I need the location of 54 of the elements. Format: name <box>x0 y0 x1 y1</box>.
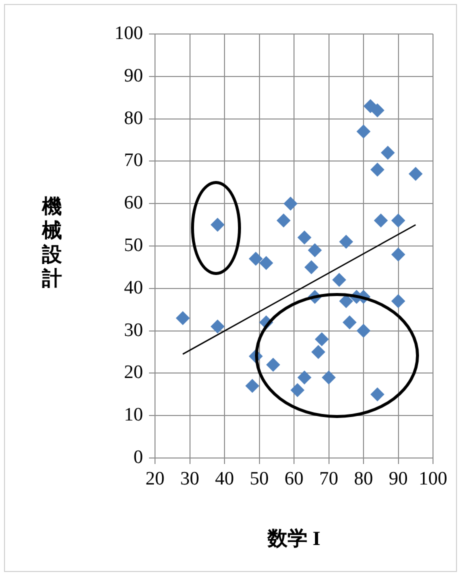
y-tick-label: 70 <box>124 150 143 172</box>
point <box>408 166 423 181</box>
point <box>370 103 384 118</box>
point <box>374 214 388 228</box>
point <box>297 370 312 384</box>
point <box>259 256 274 270</box>
point <box>370 387 384 402</box>
point <box>308 243 322 258</box>
point <box>391 294 406 308</box>
point <box>210 320 225 334</box>
point <box>332 272 346 287</box>
y-tick-label: 100 <box>114 22 143 44</box>
x-tick-label: 70 <box>319 468 338 490</box>
x-tick-label: 50 <box>250 468 269 490</box>
point <box>266 358 280 372</box>
point <box>314 332 329 346</box>
y-tick-label: 60 <box>124 192 143 214</box>
point <box>391 247 406 262</box>
point <box>391 214 406 228</box>
point <box>176 311 190 326</box>
point <box>284 196 298 211</box>
point <box>380 146 395 160</box>
x-tick-label: 100 <box>418 468 448 490</box>
point <box>339 294 354 308</box>
point <box>342 315 357 330</box>
x-axis-title: 数学 I <box>266 528 321 550</box>
point <box>304 260 318 274</box>
point <box>248 252 263 266</box>
y-tick-label: 20 <box>124 362 143 384</box>
y-tick-label: 10 <box>124 404 143 426</box>
point <box>210 218 225 232</box>
point <box>297 230 312 245</box>
x-tick-label: 20 <box>146 468 164 490</box>
point <box>370 162 384 177</box>
point <box>311 345 326 359</box>
x-tick-label: 90 <box>388 468 408 490</box>
x-tick-label: 60 <box>284 468 304 490</box>
point <box>276 214 291 228</box>
y-tick-label: 50 <box>124 234 143 256</box>
y-tick-label: 30 <box>124 320 143 341</box>
y-tick-label: 80 <box>124 108 143 129</box>
x-tick-label: 40 <box>215 468 234 490</box>
point <box>356 124 370 139</box>
y-tick-label: 0 <box>134 446 143 468</box>
y-axis-title: 機械設計 <box>42 195 63 291</box>
point <box>356 324 370 338</box>
y-tick-label: 40 <box>124 277 143 298</box>
point <box>245 378 260 393</box>
point <box>322 370 336 384</box>
x-tick-label: 80 <box>354 468 373 490</box>
point <box>339 234 354 249</box>
x-tick-label: 30 <box>180 468 200 490</box>
y-tick-label: 90 <box>124 65 143 86</box>
point <box>290 383 304 398</box>
